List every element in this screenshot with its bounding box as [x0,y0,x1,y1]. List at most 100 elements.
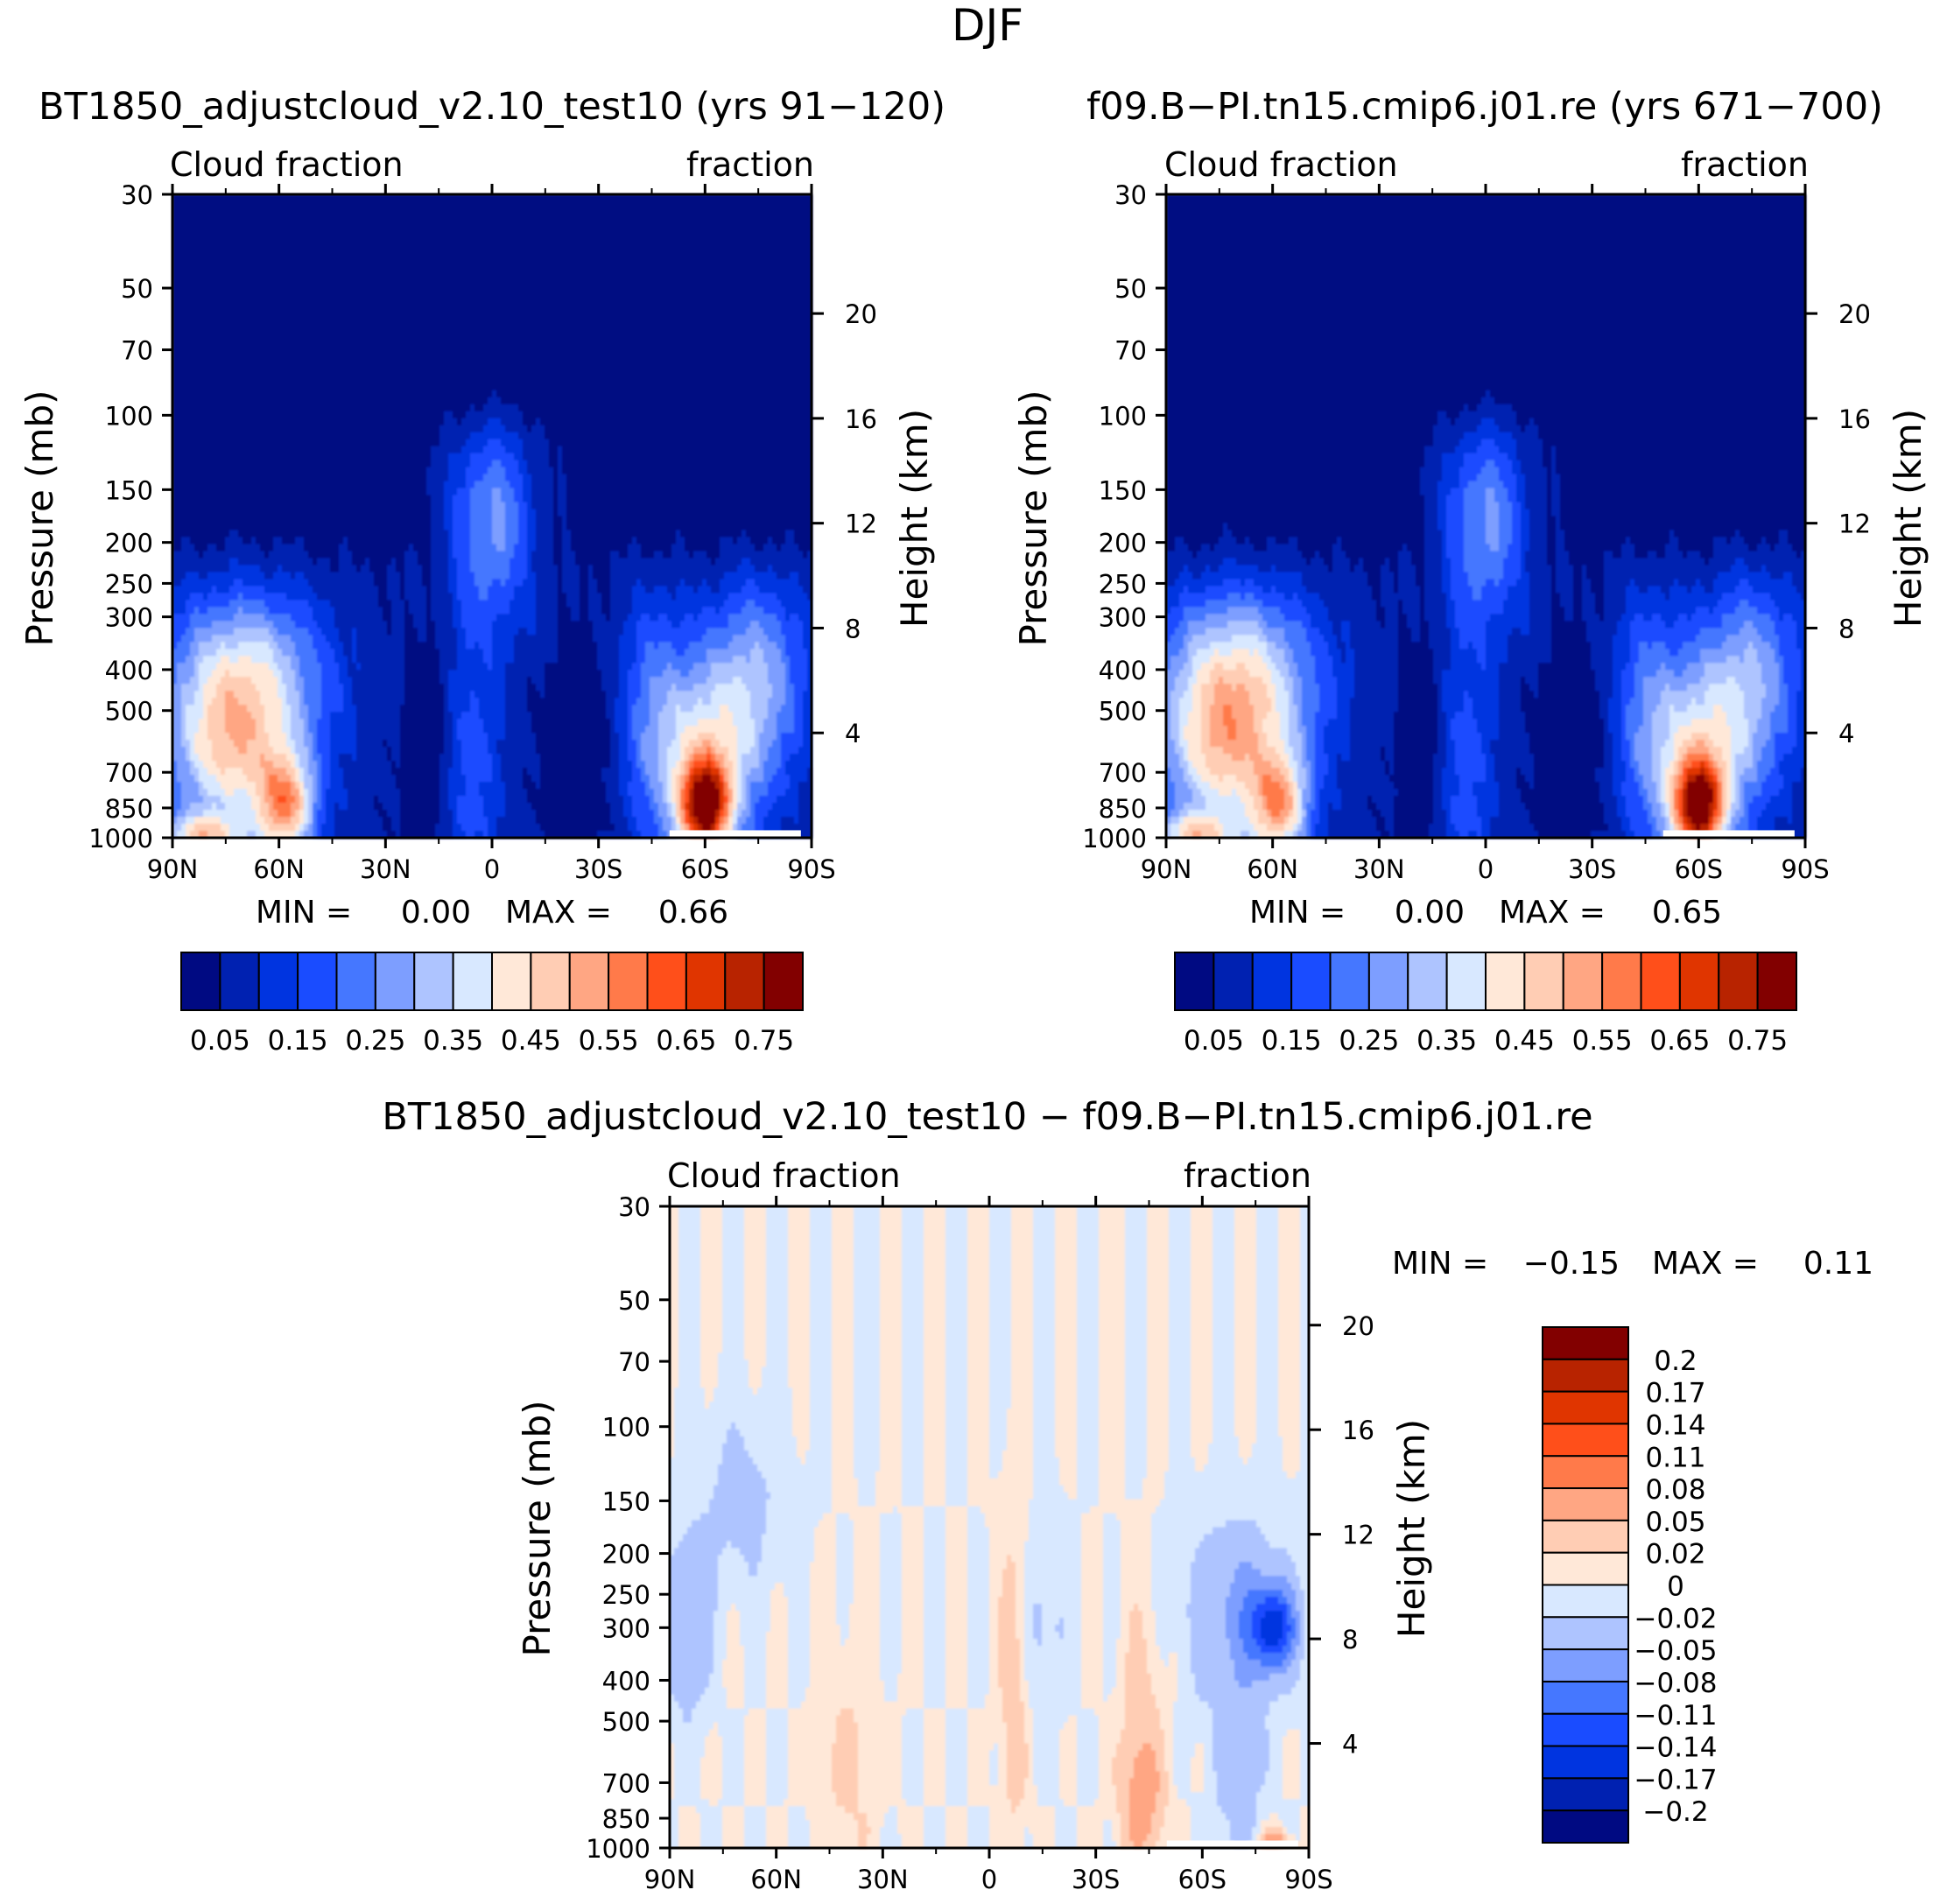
contour-cell [597,229,602,237]
contour-cell [221,236,226,244]
contour-cell [203,229,208,237]
contour-cell [365,208,370,216]
contour-cell [194,208,200,216]
contour-cell [689,201,694,209]
contour-cell [580,222,585,230]
contour-cell [562,215,567,223]
contour-cell [715,222,720,230]
contour-cell [536,201,541,209]
contour-cell [531,222,537,230]
contour-cell [299,222,305,230]
contour-cell [584,208,589,216]
contour-cell [199,222,204,230]
contour-cell [540,222,545,230]
contour-cell [667,229,672,237]
contour-cell [641,215,646,223]
contour-cell [545,222,550,230]
contour-cell [378,208,383,216]
contour-cell [606,215,611,223]
contour-cell [615,215,620,223]
contour-cell [470,222,475,230]
contour-cell [203,208,208,216]
contour-cell [264,222,270,230]
contour-cell [361,208,366,216]
contour-cell [181,229,186,237]
contour-cell [247,201,252,209]
contour-cell [186,236,191,244]
contour-cell [378,222,383,230]
contour-cell [628,201,633,209]
contour-cell [750,222,756,230]
contour-cell [601,236,607,244]
contour-cell [781,222,786,230]
contour-cell [536,236,541,244]
contour-cell [615,208,620,216]
contour-cell [391,229,397,237]
contour-cell [418,201,423,209]
contour-cell [435,208,440,216]
contour-cell [304,229,309,237]
contour-cell [746,208,751,216]
contour-cell [501,222,506,230]
contour-cell [623,236,629,244]
contour-cell [194,236,200,244]
contour-cell [181,208,186,216]
contour-cell [676,208,681,216]
contour-cell [715,215,720,223]
contour-cell [549,229,554,237]
contour-cell [483,236,489,244]
contour-cell [190,236,195,244]
contour-cell [317,208,322,216]
contour-cell [623,201,629,209]
contour-cell [628,229,633,237]
contour-cell [229,208,235,216]
contour-cell [685,208,690,216]
contour-cell [278,208,283,216]
contour-cell [545,201,550,209]
contour-cell [291,215,296,223]
contour-cell [685,222,690,230]
contour-cell [273,215,278,223]
contour-cell [439,229,445,237]
contour-cell [645,201,650,209]
contour-cell [387,229,392,237]
contour-fill [172,194,812,839]
contour-cell [702,222,707,230]
contour-cell [636,208,642,216]
contour-cell [461,208,467,216]
contour-cell [229,222,235,230]
contour-cell [693,222,699,230]
contour-cell [763,208,769,216]
contour-cell [177,236,182,244]
contour-cell [383,229,388,237]
contour-cell [330,236,335,244]
contour-cell [413,222,418,230]
contour-cell [527,222,532,230]
contour-cell [479,201,484,209]
contour-cell [671,208,677,216]
contour-cell [593,236,598,244]
contour-cell [194,201,200,209]
contour-cell [540,201,545,209]
contour-cell [733,208,738,216]
contour-cell [348,215,353,223]
contour-cell [615,229,620,237]
contour-cell [308,201,313,209]
contour-cell [365,229,370,237]
contour-cell [247,229,252,237]
contour-cell [409,236,414,244]
contour-cell [663,208,668,216]
contour-cell [597,201,602,209]
contour-cell [566,215,572,223]
contour-cell [264,229,270,237]
contour-cell [269,222,274,230]
contour-cell [650,208,655,216]
contour-cell [496,208,502,216]
contour-cell [706,229,712,237]
contour-cell [352,236,357,244]
contour-cell [352,229,357,237]
contour-cell [636,215,642,223]
contour-cell [803,222,808,230]
contour-cell [755,229,760,237]
contour-plot [172,194,812,839]
